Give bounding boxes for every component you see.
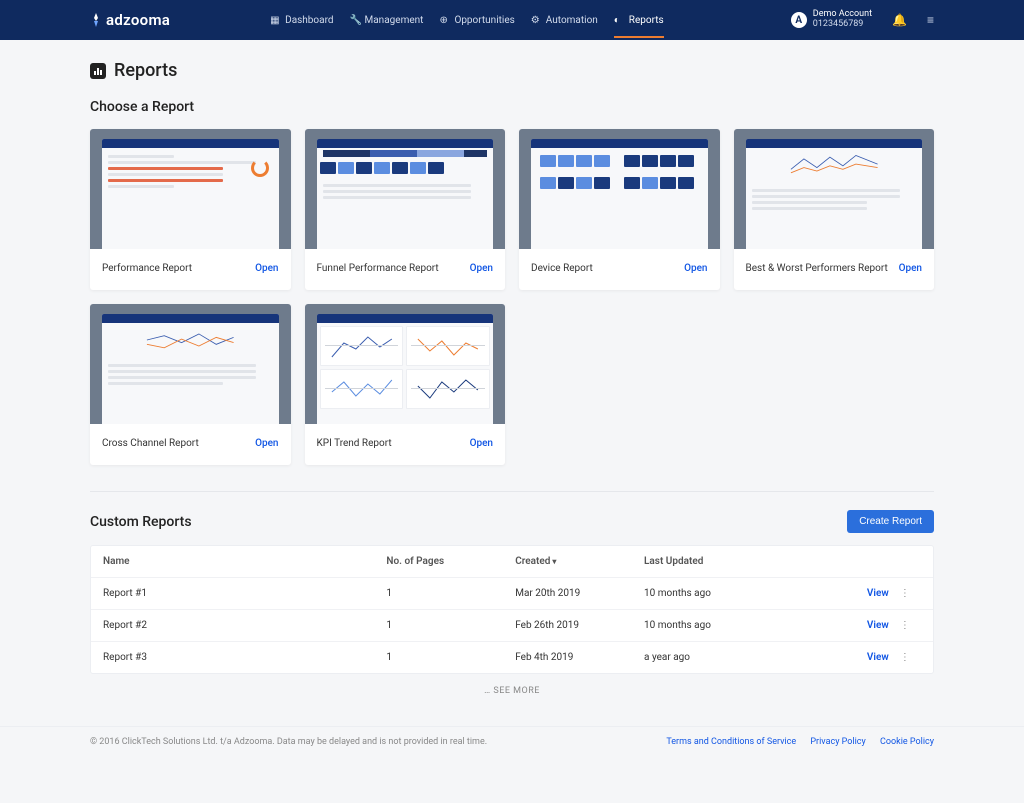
divider <box>90 491 934 492</box>
col-updated[interactable]: Last Updated <box>644 556 824 567</box>
table-row: Report #3 1 Feb 4th 2019 a year ago View… <box>91 641 933 673</box>
card-preview <box>90 129 291 249</box>
row-menu-icon[interactable]: ⋮ <box>889 652 921 663</box>
open-link[interactable]: Open <box>470 438 493 449</box>
pie-icon: ◐ <box>614 15 624 25</box>
col-pages[interactable]: No. of Pages <box>386 556 515 567</box>
report-card-best-worst[interactable]: Best & Worst Performers Report Open <box>734 129 935 290</box>
primary-nav: ▦ Dashboard 🔧 Management ⊕ Opportunities… <box>270 3 664 38</box>
bar-chart-icon <box>90 63 106 79</box>
footer-link-privacy[interactable]: Privacy Policy <box>810 737 865 747</box>
card-preview <box>305 304 506 424</box>
wrench-icon: 🔧 <box>350 15 360 25</box>
card-preview <box>90 304 291 424</box>
col-name[interactable]: Name <box>103 556 386 567</box>
cell-name: Report #1 <box>103 588 386 599</box>
col-created[interactable]: Created▾ <box>515 556 644 567</box>
plus-circle-icon: ⊕ <box>439 15 449 25</box>
report-card-performance[interactable]: Performance Report Open <box>90 129 291 290</box>
nav-automation[interactable]: ⚙ Automation <box>531 3 598 38</box>
custom-reports-table: Name No. of Pages Created▾ Last Updated … <box>90 545 934 674</box>
cell-name: Report #3 <box>103 652 386 663</box>
cell-created: Feb 26th 2019 <box>515 620 644 631</box>
view-link[interactable]: View <box>824 620 888 631</box>
view-link[interactable]: View <box>824 652 888 663</box>
app-header: adzooma ▦ Dashboard 🔧 Management ⊕ Oppor… <box>0 0 1024 40</box>
open-link[interactable]: Open <box>470 263 493 274</box>
copyright-text: © 2016 ClickTech Solutions Ltd. t/a Adzo… <box>90 737 487 747</box>
table-header-row: Name No. of Pages Created▾ Last Updated <box>91 546 933 577</box>
custom-reports-title: Custom Reports <box>90 514 192 530</box>
report-card-device[interactable]: Device Report Open <box>519 129 720 290</box>
cell-pages: 1 <box>386 588 515 599</box>
cell-created: Mar 20th 2019 <box>515 588 644 599</box>
cell-created: Feb 4th 2019 <box>515 652 644 663</box>
card-preview <box>519 129 720 249</box>
cell-updated: 10 months ago <box>644 588 824 599</box>
account-text: Demo Account 0123456789 <box>813 10 872 30</box>
nav-label: Dashboard <box>285 15 333 26</box>
table-row: Report #1 1 Mar 20th 2019 10 months ago … <box>91 577 933 609</box>
report-card-funnel[interactable]: Funnel Performance Report Open <box>305 129 506 290</box>
footer-links: Terms and Conditions of Service Privacy … <box>654 737 934 747</box>
row-menu-icon[interactable]: ⋮ <box>889 620 921 631</box>
cell-pages: 1 <box>386 620 515 631</box>
page-title: Reports <box>90 60 934 81</box>
card-preview <box>305 129 506 249</box>
open-link[interactable]: Open <box>684 263 707 274</box>
grid-icon: ▦ <box>270 15 280 25</box>
cell-updated: a year ago <box>644 652 824 663</box>
choose-report-label: Choose a Report <box>90 99 934 115</box>
account-switcher[interactable]: A Demo Account 0123456789 <box>791 10 872 30</box>
nav-label: Opportunities <box>454 15 514 26</box>
report-card-cross-channel[interactable]: Cross Channel Report Open <box>90 304 291 465</box>
nav-label: Reports <box>629 15 664 26</box>
card-title: KPI Trend Report <box>317 438 392 449</box>
nav-label: Automation <box>546 15 598 26</box>
brand-logo[interactable]: adzooma <box>90 11 170 29</box>
main-content: Reports Choose a Report Performance Repo… <box>0 40 1024 726</box>
report-card-kpi-trend[interactable]: KPI Trend Report Open <box>305 304 506 465</box>
footer-link-cookie[interactable]: Cookie Policy <box>880 737 934 747</box>
row-menu-icon[interactable]: ⋮ <box>889 588 921 599</box>
nav-dashboard[interactable]: ▦ Dashboard <box>270 3 333 38</box>
see-more-button[interactable]: … SEE MORE <box>90 686 934 696</box>
create-report-button[interactable]: Create Report <box>847 510 934 533</box>
nav-opportunities[interactable]: ⊕ Opportunities <box>439 3 514 38</box>
account-id: 0123456789 <box>813 20 872 30</box>
open-link[interactable]: Open <box>255 438 278 449</box>
avatar-icon: A <box>791 12 807 28</box>
card-preview <box>734 129 935 249</box>
card-title: Device Report <box>531 263 593 274</box>
notifications-icon[interactable]: 🔔 <box>892 13 907 27</box>
page-footer: © 2016 ClickTech Solutions Ltd. t/a Adzo… <box>0 726 1024 771</box>
open-link[interactable]: Open <box>255 263 278 274</box>
nav-reports[interactable]: ◐ Reports <box>614 3 664 38</box>
sort-desc-icon: ▾ <box>552 557 556 566</box>
rocket-icon <box>90 13 102 27</box>
report-card-grid: Performance Report Open Funnel Performan… <box>90 129 934 465</box>
menu-icon[interactable]: ≡ <box>927 13 934 27</box>
brand-name: adzooma <box>106 11 170 29</box>
view-link[interactable]: View <box>824 588 888 599</box>
gear-icon: ⚙ <box>531 15 541 25</box>
table-row: Report #2 1 Feb 26th 2019 10 months ago … <box>91 609 933 641</box>
card-title: Best & Worst Performers Report <box>746 263 888 274</box>
card-title: Cross Channel Report <box>102 438 199 449</box>
cell-pages: 1 <box>386 652 515 663</box>
custom-reports-header: Custom Reports Create Report <box>90 510 934 533</box>
cell-name: Report #2 <box>103 620 386 631</box>
nav-management[interactable]: 🔧 Management <box>350 3 424 38</box>
card-title: Funnel Performance Report <box>317 263 439 274</box>
open-link[interactable]: Open <box>899 263 922 274</box>
nav-label: Management <box>365 15 424 26</box>
footer-link-terms[interactable]: Terms and Conditions of Service <box>666 737 796 747</box>
card-title: Performance Report <box>102 263 192 274</box>
cell-updated: 10 months ago <box>644 620 824 631</box>
